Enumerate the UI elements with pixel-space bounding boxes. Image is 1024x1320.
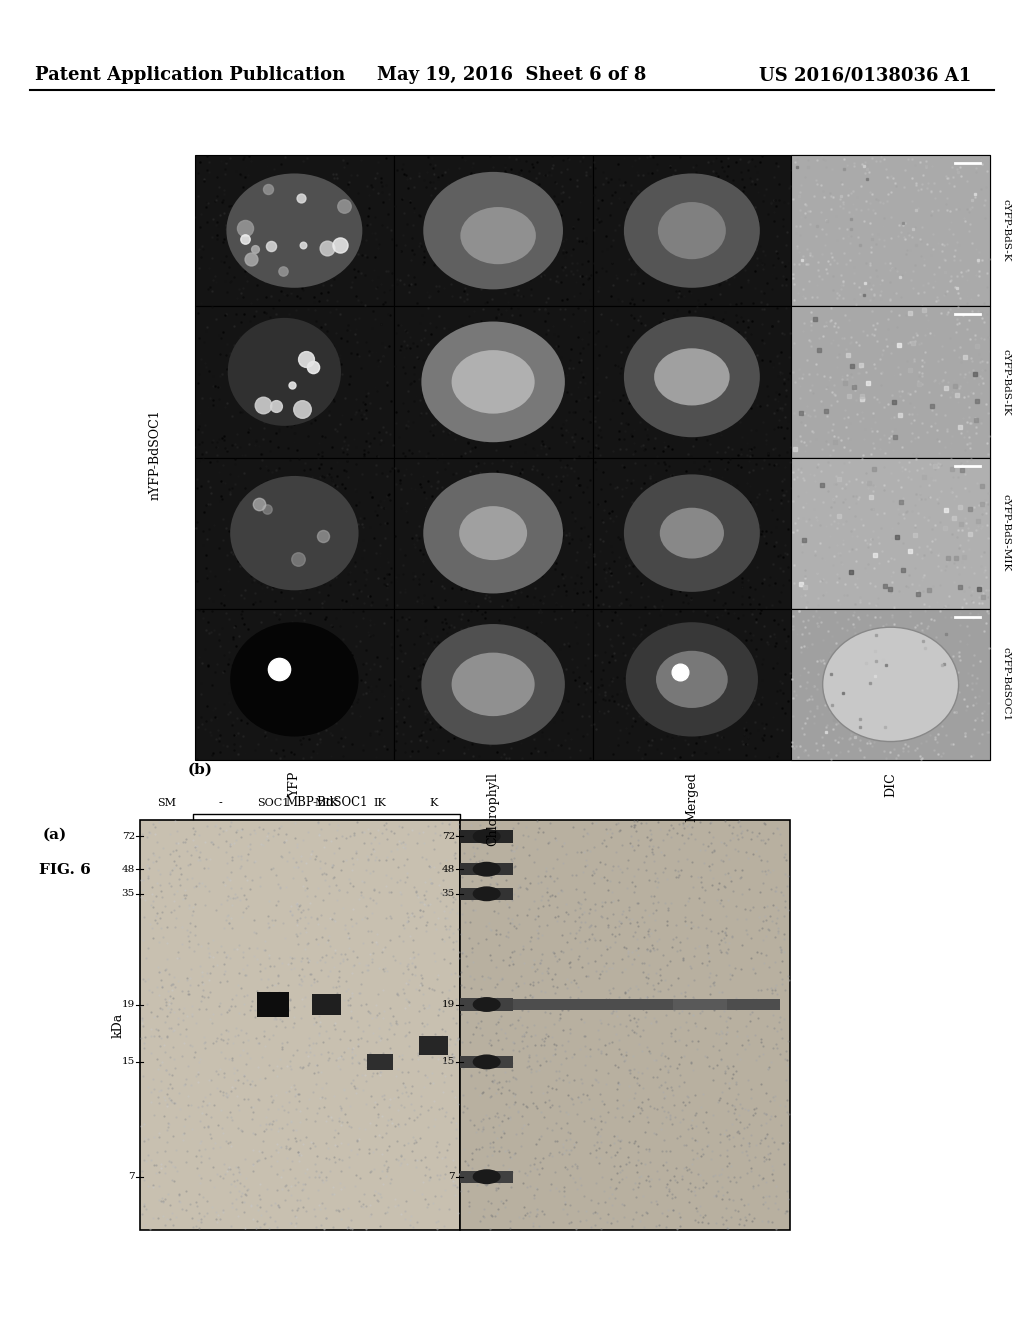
Ellipse shape	[822, 627, 958, 742]
Ellipse shape	[473, 1055, 501, 1069]
Ellipse shape	[452, 652, 535, 717]
Ellipse shape	[452, 350, 535, 413]
Text: FIG. 6: FIG. 6	[39, 863, 91, 876]
Text: Chlorophyll: Chlorophyll	[486, 772, 500, 846]
Text: YFP: YFP	[288, 772, 301, 797]
Bar	[513, 999, 566, 1010]
Ellipse shape	[656, 651, 728, 708]
Ellipse shape	[624, 173, 760, 288]
Bar	[792, 154, 990, 306]
Ellipse shape	[422, 624, 565, 744]
Bar	[566, 999, 620, 1010]
Bar	[257, 993, 290, 1016]
Text: nYFP-BdSOC1: nYFP-BdSOC1	[148, 409, 162, 500]
Text: K: K	[429, 799, 437, 808]
Text: -: -	[218, 799, 222, 808]
Text: (a): (a)	[43, 828, 68, 842]
Bar	[792, 609, 990, 760]
Bar	[394, 609, 593, 760]
Ellipse shape	[654, 348, 730, 405]
Ellipse shape	[422, 322, 565, 442]
Ellipse shape	[459, 506, 527, 560]
Bar	[140, 820, 460, 1230]
Bar	[460, 1171, 513, 1183]
Bar	[593, 306, 792, 458]
Text: 7: 7	[128, 1172, 135, 1181]
Text: 19: 19	[122, 1001, 135, 1008]
Ellipse shape	[226, 173, 362, 288]
Bar	[620, 999, 674, 1010]
Bar	[593, 609, 792, 760]
Bar	[460, 863, 513, 875]
Bar	[394, 154, 593, 306]
Text: SOC1: SOC1	[257, 799, 290, 808]
Text: 35: 35	[441, 890, 455, 899]
Bar	[674, 999, 727, 1010]
Bar	[727, 999, 780, 1010]
Bar	[792, 306, 990, 458]
Ellipse shape	[657, 202, 726, 259]
Ellipse shape	[473, 997, 501, 1012]
Ellipse shape	[230, 477, 358, 590]
Text: 48: 48	[122, 865, 135, 874]
Bar	[367, 1053, 393, 1071]
Bar	[593, 154, 792, 306]
Text: 35: 35	[122, 890, 135, 899]
Bar	[460, 820, 790, 1230]
Bar	[792, 458, 990, 609]
Bar	[593, 458, 792, 609]
Text: 7: 7	[449, 1172, 455, 1181]
Bar	[195, 609, 394, 760]
Bar	[792, 306, 990, 458]
Bar	[195, 154, 394, 306]
Bar	[460, 998, 513, 1011]
Text: May 19, 2016  Sheet 6 of 8: May 19, 2016 Sheet 6 of 8	[377, 66, 647, 84]
Ellipse shape	[473, 829, 501, 843]
Ellipse shape	[230, 622, 358, 737]
Text: DIC: DIC	[884, 772, 897, 797]
Bar	[195, 306, 394, 458]
Text: cYFP-BdS-MIK: cYFP-BdS-MIK	[1002, 495, 1011, 572]
Bar	[394, 306, 593, 458]
Text: 48: 48	[441, 865, 455, 874]
Bar	[792, 154, 990, 306]
Text: 72: 72	[122, 832, 135, 841]
Text: (b): (b)	[187, 763, 213, 777]
Bar	[419, 1036, 449, 1055]
Bar	[195, 458, 394, 609]
Ellipse shape	[473, 886, 501, 902]
Bar	[460, 830, 513, 842]
Bar	[792, 458, 990, 609]
Ellipse shape	[624, 317, 760, 437]
Bar	[460, 1056, 513, 1068]
Ellipse shape	[423, 172, 563, 289]
Ellipse shape	[626, 622, 758, 737]
Bar	[394, 458, 593, 609]
Ellipse shape	[473, 862, 501, 876]
Text: 15: 15	[122, 1057, 135, 1067]
Text: 15: 15	[441, 1057, 455, 1067]
Ellipse shape	[624, 474, 760, 591]
Text: 72: 72	[441, 832, 455, 841]
Text: cYFP-BdS-K: cYFP-BdS-K	[1002, 199, 1011, 261]
Ellipse shape	[473, 1170, 501, 1184]
Text: cYFP-BdSOC1: cYFP-BdSOC1	[1002, 647, 1011, 722]
Text: MBP-BdSOC1: MBP-BdSOC1	[286, 796, 368, 808]
Bar	[460, 887, 513, 900]
Bar	[792, 609, 990, 760]
Text: Merged: Merged	[685, 772, 698, 822]
Text: US 2016/0138036 A1: US 2016/0138036 A1	[759, 66, 971, 84]
Text: 19: 19	[441, 1001, 455, 1008]
Text: SM: SM	[157, 799, 176, 808]
Ellipse shape	[227, 318, 341, 426]
Text: Patent Application Publication: Patent Application Publication	[35, 66, 345, 84]
Ellipse shape	[423, 473, 563, 594]
Text: kDa: kDa	[112, 1012, 125, 1038]
Bar	[312, 994, 341, 1015]
Text: cYFP-BdS-IK: cYFP-BdS-IK	[1002, 348, 1011, 416]
Ellipse shape	[659, 508, 724, 558]
Text: IK: IK	[374, 799, 386, 808]
Ellipse shape	[461, 207, 536, 264]
Text: MIK: MIK	[314, 799, 339, 808]
